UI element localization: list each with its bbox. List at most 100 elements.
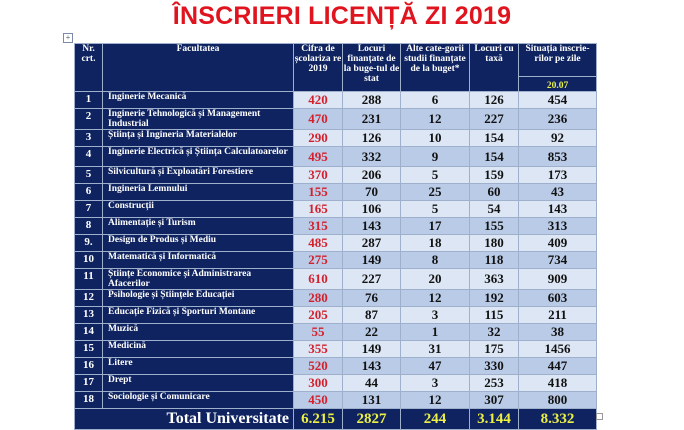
faculty-name: Muzică [102,323,294,341]
situatia-value: 734 [518,251,597,269]
header-buget: Locuri finanțate de la buge-tul de stat [342,43,401,92]
total-situatia: 8.332 [518,408,597,430]
row-number: 16 [74,357,103,375]
row-number: 7 [74,200,103,218]
cifra-value: 420 [293,91,343,109]
faculty-name: Inginerie Mecanică [102,91,294,109]
cifra-value: 610 [293,268,343,290]
taxa-value: 126 [469,91,519,109]
buget-value: 149 [342,251,401,269]
table-row: 8 Alimentație și Turism 315 143 17 155 313 [74,217,597,235]
row-number: 14 [74,323,103,341]
alte-value: 8 [400,251,470,269]
taxa-value: 118 [469,251,519,269]
alte-value: 12 [400,289,470,307]
faculty-name: Construcții [102,200,294,218]
faculty-name: Inginerie Tehnologică și Management Indu… [102,108,294,130]
faculty-name: Drept [102,374,294,392]
header-cifra: Cifra de școlariza re 2019 [293,43,343,92]
faculty-name: Medicină [102,340,294,358]
alte-value: 3 [400,306,470,324]
cifra-value: 55 [293,323,343,341]
situatia-value: 92 [518,129,597,147]
buget-value: 143 [342,217,401,235]
situatia-value: 313 [518,217,597,235]
situatia-value: 211 [518,306,597,324]
header-facultatea: Facultatea [102,43,294,92]
cifra-value: 315 [293,217,343,235]
header-date: 20.07 [518,76,597,92]
taxa-value: 363 [469,268,519,290]
alte-value: 47 [400,357,470,375]
faculty-name: Ingineria Lemnului [102,183,294,201]
alte-value: 5 [400,166,470,184]
alte-value: 12 [400,391,470,409]
situatia-value: 447 [518,357,597,375]
table-move-handle-icon[interactable]: + [63,33,73,43]
table-row: 12 Psihologie și Științele Educației 280 76… [74,289,597,307]
row-number: 17 [74,374,103,392]
table-row: 3 Știința și Ingineria Materialelor 290 126… [74,129,597,147]
buget-value: 87 [342,306,401,324]
alte-value: 3 [400,374,470,392]
cifra-value: 495 [293,146,343,167]
faculty-name: Matematică și Informatică [102,251,294,269]
table-row: 4 Inginerie Electrică și Știința Calculat… [74,146,597,167]
alte-value: 31 [400,340,470,358]
taxa-value: 175 [469,340,519,358]
buget-value: 131 [342,391,401,409]
table-row: 18 Sociologie și Comunicare 450 131 12 307 800 [74,391,597,409]
header-alte: Alte cate-gorii studii finanțate de la b… [400,43,470,92]
cifra-value: 485 [293,234,343,252]
taxa-value: 192 [469,289,519,307]
situatia-value: 43 [518,183,597,201]
faculty-name: Design de Produs și Mediu [102,234,294,252]
cifra-value: 355 [293,340,343,358]
alte-value: 1 [400,323,470,341]
cifra-value: 290 [293,129,343,147]
taxa-value: 32 [469,323,519,341]
situatia-value: 418 [518,374,597,392]
situatia-value: 853 [518,146,597,167]
faculty-name: Educație Fizică și Sporturi Montane [102,306,294,324]
table-row: 1 Inginerie Mecanică 420 288 6 126 454 [74,91,597,109]
buget-value: 126 [342,129,401,147]
buget-value: 206 [342,166,401,184]
alte-value: 18 [400,234,470,252]
row-number: 6 [74,183,103,201]
table-row: 9. Design de Produs și Mediu 485 287 18 180 40… [74,234,597,252]
table-row: 15 Medicină 355 149 31 175 1456 [74,340,597,358]
taxa-value: 159 [469,166,519,184]
table-row: 14 Muzică 55 22 1 32 38 [74,323,597,341]
situatia-value: 143 [518,200,597,218]
row-number: 4 [74,146,103,167]
row-number: 3 [74,129,103,147]
table-row: 16 Litere 520 143 47 330 447 [74,357,597,375]
buget-value: 70 [342,183,401,201]
table-row: 2 Inginerie Tehnologică și Management Ind… [74,108,597,130]
faculty-name: Inginerie Electrică și Știința Calculato… [102,146,294,167]
faculty-name: Psihologie și Științele Educației [102,289,294,307]
taxa-value: 154 [469,146,519,167]
buget-value: 332 [342,146,401,167]
total-label: Total Universitate [74,408,294,430]
situatia-value: 603 [518,289,597,307]
cifra-value: 275 [293,251,343,269]
row-number: 12 [74,289,103,307]
taxa-value: 154 [469,129,519,147]
taxa-value: 60 [469,183,519,201]
buget-value: 288 [342,91,401,109]
row-number: 5 [74,166,103,184]
table-row: 10 Matematică și Informatică 275 149 8 118 734 [74,251,597,269]
header-situatia: Situația inscrie-rilor pe zile [518,43,597,77]
row-number: 2 [74,108,103,130]
buget-value: 106 [342,200,401,218]
cifra-value: 520 [293,357,343,375]
page-title: ÎNSCRIERI LICENȚĂ ZI 2019 [172,2,512,30]
situatia-value: 236 [518,108,597,130]
total-row: Total Universitate 6.215 2827 244 3.144 … [74,408,597,430]
situatia-value: 409 [518,234,597,252]
cifra-value: 280 [293,289,343,307]
situatia-value: 454 [518,91,597,109]
alte-value: 17 [400,217,470,235]
